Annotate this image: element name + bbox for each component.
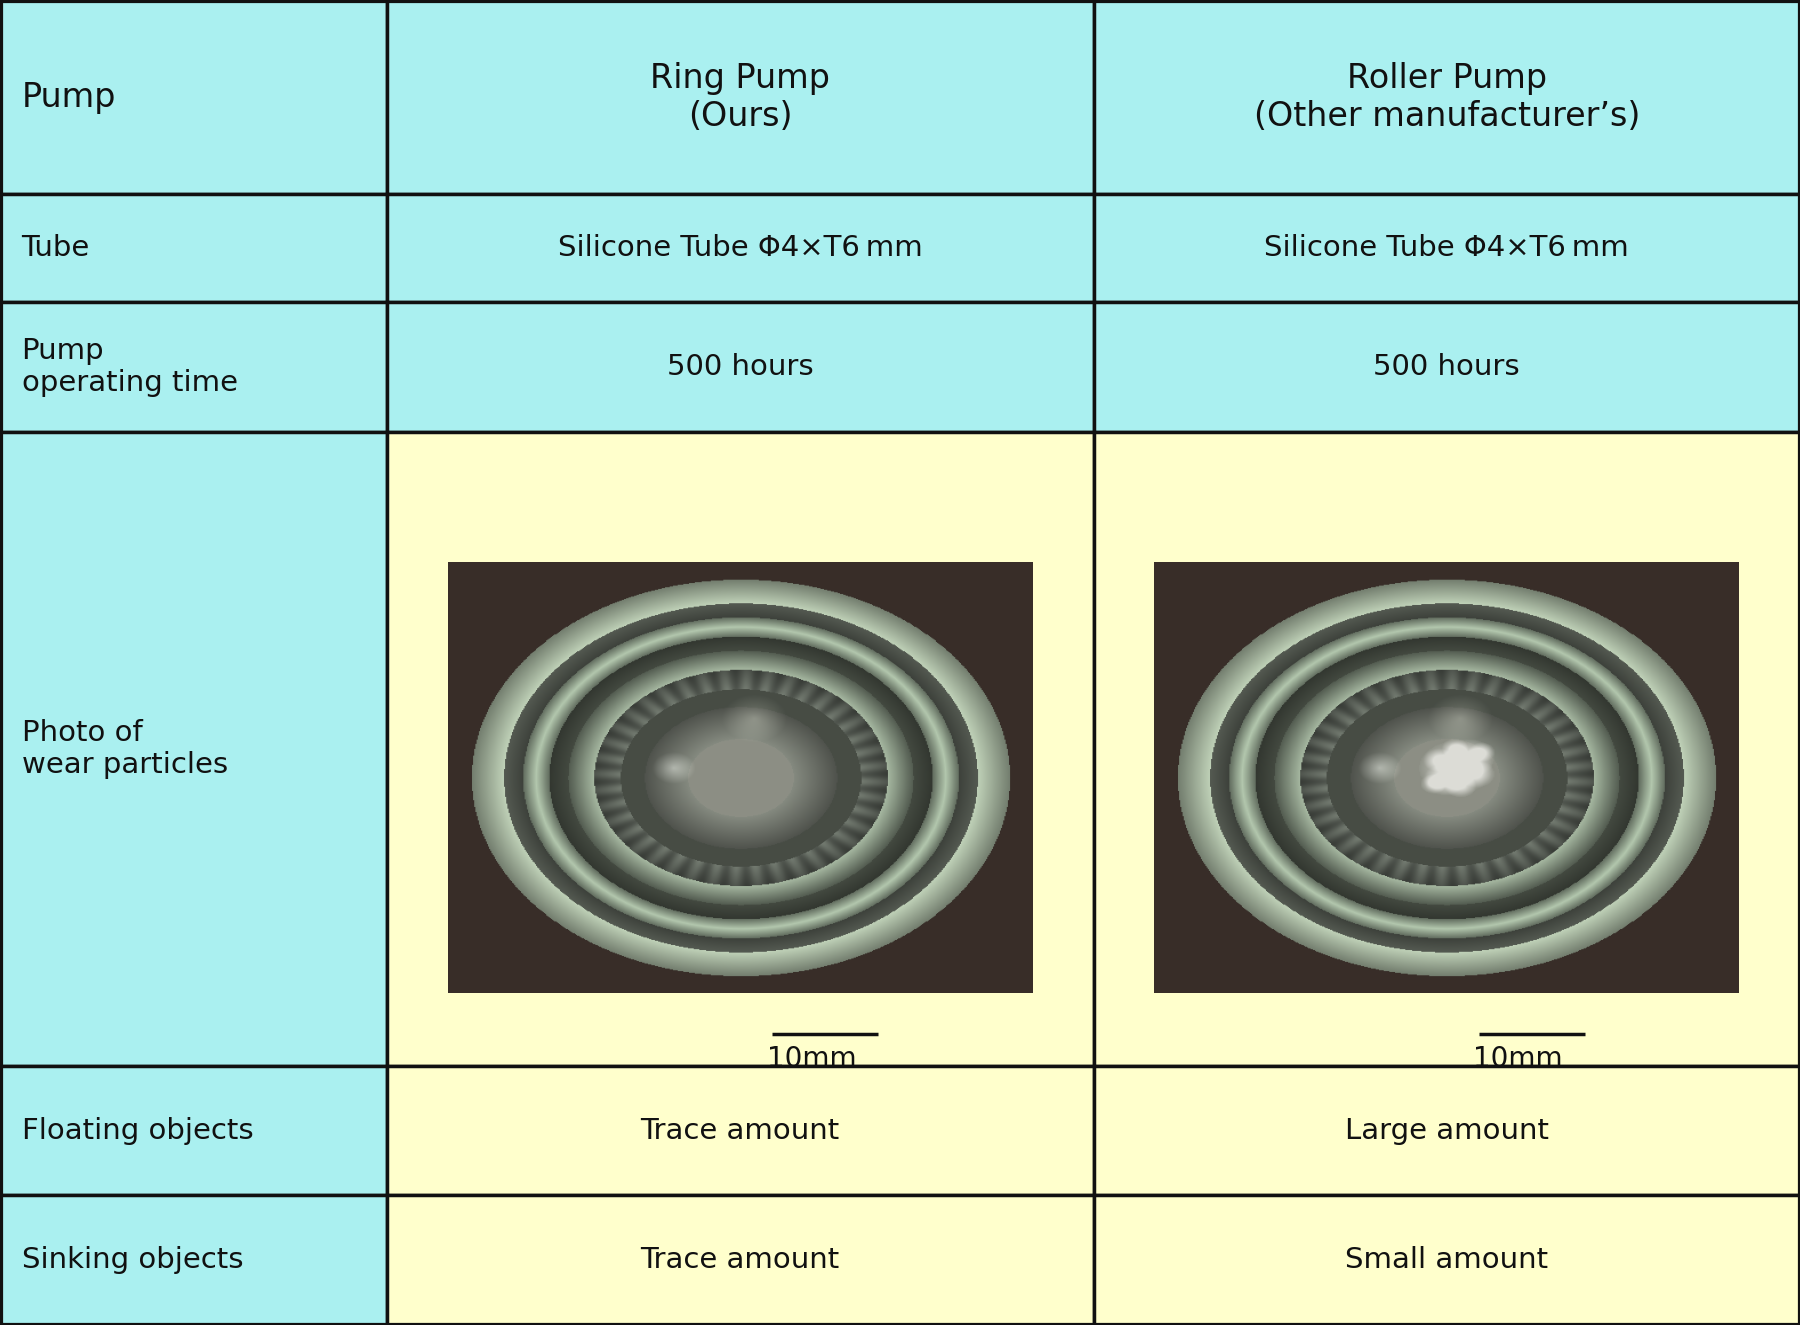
- Text: Tube: Tube: [22, 235, 90, 262]
- Text: 500 hours: 500 hours: [668, 354, 814, 382]
- Bar: [0, 1065, 387, 1195]
- Bar: [1094, 195, 1800, 302]
- Bar: [387, 0, 1094, 195]
- Bar: [1094, 432, 1800, 1065]
- Bar: [1094, 1195, 1800, 1325]
- Bar: [1094, 1065, 1800, 1195]
- Bar: [0, 302, 387, 432]
- Text: Photo of
wear particles: Photo of wear particles: [22, 718, 229, 779]
- Bar: [387, 1195, 1094, 1325]
- Text: Large amount: Large amount: [1345, 1117, 1548, 1145]
- Text: Floating objects: Floating objects: [22, 1117, 254, 1145]
- Text: 10mm: 10mm: [1472, 1045, 1562, 1073]
- Bar: [387, 1065, 1094, 1195]
- Text: Sinking objects: Sinking objects: [22, 1247, 243, 1275]
- Text: Pump: Pump: [22, 81, 115, 114]
- Bar: [387, 432, 1094, 1065]
- Text: Trace amount: Trace amount: [641, 1117, 841, 1145]
- Text: Silicone Tube Φ4×Τ6 mm: Silicone Tube Φ4×Τ6 mm: [558, 235, 923, 262]
- Bar: [387, 302, 1094, 432]
- Text: Roller Pump
(Other manufacturer’s): Roller Pump (Other manufacturer’s): [1253, 62, 1640, 132]
- Text: Pump
operating time: Pump operating time: [22, 337, 238, 398]
- Text: Silicone Tube Φ4×Τ6 mm: Silicone Tube Φ4×Τ6 mm: [1264, 235, 1629, 262]
- Text: Trace amount: Trace amount: [641, 1247, 841, 1275]
- Text: 500 hours: 500 hours: [1373, 354, 1519, 382]
- Bar: [1094, 0, 1800, 195]
- Bar: [0, 1195, 387, 1325]
- Text: 10mm: 10mm: [767, 1045, 857, 1073]
- Bar: [0, 0, 387, 195]
- Bar: [387, 195, 1094, 302]
- Text: Ring Pump
(Ours): Ring Pump (Ours): [650, 62, 830, 132]
- Bar: [1094, 302, 1800, 432]
- Text: Small amount: Small amount: [1345, 1247, 1548, 1275]
- Bar: [0, 432, 387, 1065]
- Bar: [0, 195, 387, 302]
